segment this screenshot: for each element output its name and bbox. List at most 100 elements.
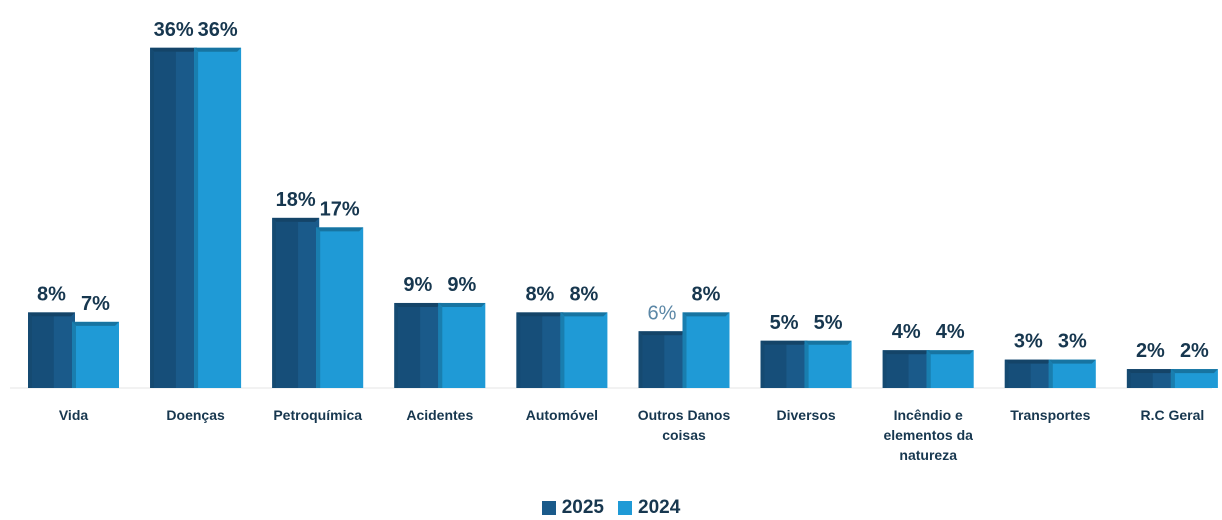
category-label: Automóvel	[526, 407, 598, 423]
category-label: Incêndio e elementos da natureza	[883, 407, 973, 463]
bar-group: 9% 9%	[394, 274, 486, 388]
data-label-2025: 9%	[403, 274, 432, 296]
bar-group: 8% 7%	[28, 283, 119, 388]
bar-chart: 8% 7% Vida 36% 36% Doenças 18% 17% Petroquímica 9…	[10, 19, 1218, 463]
data-label-2024: 4%	[936, 321, 965, 343]
data-label-2024: 5%	[814, 312, 843, 334]
bar-shade	[32, 316, 54, 388]
bar-side-facet	[150, 47, 155, 389]
bar-group: 6% 8%	[638, 283, 730, 388]
bar-shade	[764, 344, 787, 388]
bar-side-facet	[682, 312, 687, 388]
bar-shade	[642, 335, 665, 388]
bar-2024	[560, 312, 608, 388]
bar-2024	[1048, 359, 1096, 388]
data-label-2024: 8%	[569, 283, 598, 305]
bar-group: 36% 36%	[150, 19, 242, 389]
bar-side-facet	[926, 350, 931, 388]
data-label-2024: 3%	[1058, 331, 1087, 353]
category-label: Acidentes	[406, 407, 473, 423]
bar-top-bevel	[194, 47, 242, 52]
bar-2024	[804, 340, 852, 388]
data-label-2024: 17%	[320, 198, 360, 220]
bar-top-bevel	[638, 331, 686, 336]
bar-2024	[1170, 369, 1218, 388]
data-label-2025: 8%	[525, 283, 554, 305]
bar-shade	[398, 306, 421, 388]
bar-top-bevel	[394, 302, 442, 307]
bar-side-facet	[1048, 359, 1053, 388]
bar-top-bevel	[28, 312, 75, 317]
bar-group: 18% 17%	[272, 189, 364, 388]
bar-shade	[886, 354, 909, 388]
category-label: Diversos	[777, 407, 836, 423]
data-label-2025: 6%	[648, 302, 677, 324]
bar-top-bevel	[272, 217, 320, 222]
legend-label-2025: 2025	[561, 497, 604, 518]
category-label: Vida	[59, 407, 89, 423]
data-label-2025: 3%	[1014, 331, 1043, 353]
data-label-2024: 36%	[198, 19, 238, 41]
bar-side-facet	[438, 302, 443, 388]
bar-side-facet	[1170, 369, 1175, 388]
legend: 2025 2024	[0, 496, 1222, 520]
bar-2024	[438, 302, 486, 388]
data-label-2024: 2%	[1180, 340, 1209, 362]
bar-top-bevel	[72, 321, 119, 326]
bar-shade	[1130, 373, 1153, 388]
bar-group: 3% 3%	[1004, 331, 1096, 388]
bar-top-bevel	[926, 350, 974, 355]
data-label-2025: 2%	[1136, 340, 1165, 362]
bar-2024	[194, 47, 242, 389]
data-label-2024: 9%	[447, 274, 476, 296]
bar-shade	[276, 221, 299, 388]
bar-top-bevel	[804, 340, 852, 345]
data-label-2025: 5%	[770, 312, 799, 334]
data-label-2025: 4%	[892, 321, 921, 343]
data-label-2025: 36%	[154, 19, 194, 41]
category-label: Petroquímica	[273, 407, 362, 423]
category-label: Outros Danos coisas	[638, 407, 731, 443]
bar-2024	[682, 312, 730, 388]
bar-2024	[926, 350, 974, 388]
bar-side-facet	[804, 340, 809, 388]
data-label-2024: 7%	[81, 293, 110, 315]
bar-top-bevel	[316, 227, 364, 232]
bar-group: 4% 4%	[882, 321, 974, 388]
data-label-2024: 8%	[692, 283, 721, 305]
legend-swatch-2025	[541, 501, 556, 515]
bar-side-facet	[560, 312, 565, 388]
legend-item-2024: 2024	[618, 497, 680, 519]
bar-top-bevel	[150, 47, 198, 52]
bar-side-facet	[194, 47, 199, 389]
bar-top-bevel	[516, 312, 564, 317]
bar-top-bevel	[1170, 369, 1218, 374]
legend-swatch-2024	[618, 501, 632, 515]
bar-side-facet	[394, 302, 399, 388]
legend-item-2025: 2025	[541, 497, 604, 519]
bar-side-facet	[760, 340, 765, 388]
bar-top-bevel	[760, 340, 808, 345]
category-label: Doenças	[166, 407, 225, 423]
bar-shade	[520, 316, 543, 388]
legend-label-2024: 2024	[638, 497, 681, 518]
bar-2024	[316, 227, 364, 388]
data-label-2025: 18%	[276, 189, 316, 211]
bar-top-bevel	[1126, 369, 1174, 374]
data-label-2025: 8%	[37, 283, 66, 305]
bar-side-facet	[28, 312, 32, 388]
bar-side-facet	[1004, 359, 1009, 388]
bar-side-facet	[516, 312, 521, 388]
bar-side-facet	[72, 321, 76, 388]
bar-side-facet	[316, 227, 321, 388]
bar-2024	[72, 321, 119, 388]
bar-shade	[1008, 363, 1031, 388]
bar-top-bevel	[1048, 359, 1096, 364]
bar-side-facet	[638, 331, 643, 388]
bar-group: 5% 5%	[760, 312, 852, 388]
bar-side-facet	[1126, 369, 1131, 388]
bar-shade	[154, 51, 176, 389]
bar-top-bevel	[438, 302, 486, 307]
bar-top-bevel	[1004, 359, 1052, 364]
bar-group: 2% 2%	[1126, 340, 1218, 388]
